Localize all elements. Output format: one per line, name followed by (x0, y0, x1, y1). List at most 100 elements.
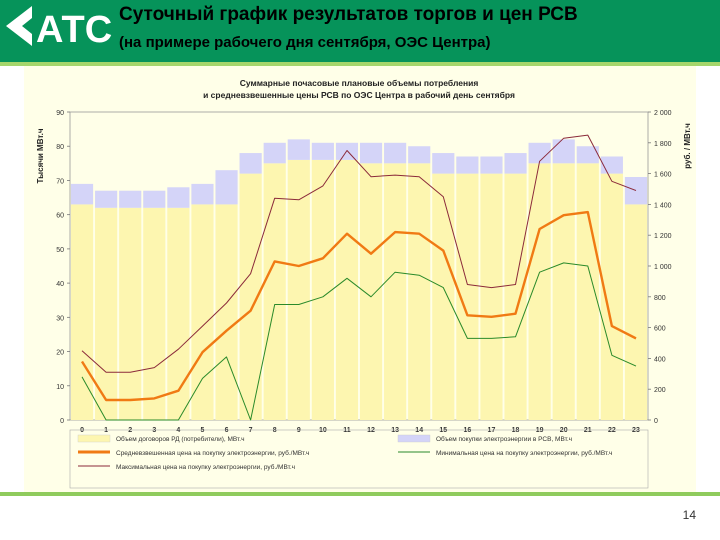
left-tick-label: 90 (56, 110, 64, 117)
ats-logo: АТС (2, 2, 120, 50)
bar-rsv (263, 142, 286, 164)
x-tick-label: 23 (632, 427, 640, 434)
bar-rsv (167, 187, 190, 208)
x-tick-label: 16 (463, 427, 471, 434)
bar-rsv (624, 177, 648, 205)
x-tick-label: 2 (128, 427, 132, 434)
x-tick-label: 11 (343, 427, 351, 434)
legend-label: Объем покупки электроэнергии в РСВ, МВт.… (436, 435, 572, 443)
header-accent-line (0, 62, 720, 66)
x-tick-label: 1 (104, 427, 108, 434)
bar-rsv (504, 153, 527, 174)
x-tick-label: 6 (225, 427, 229, 434)
bar-bilateral (70, 204, 94, 420)
left-tick-label: 50 (56, 247, 64, 254)
bottom-band (0, 492, 720, 540)
legend-swatch (77, 434, 111, 443)
right-tick-label: 2 000 (654, 110, 672, 117)
bar-rsv (311, 142, 334, 160)
logo-text: АТС (36, 9, 112, 50)
legend-label: Максимальная цена на покупку электроэнер… (116, 463, 295, 471)
bar-rsv (456, 156, 479, 174)
x-tick-label: 14 (415, 427, 423, 434)
right-tick-label: 1 800 (654, 141, 672, 148)
x-tick-label: 5 (201, 427, 205, 434)
x-tick-label: 0 (80, 427, 84, 434)
bar-rsv (600, 156, 623, 174)
bar-bilateral (287, 159, 310, 420)
legend-box (69, 429, 649, 489)
bar-rsv (432, 153, 455, 174)
right-tick-label: 1 000 (654, 264, 672, 271)
page-number: 14 (682, 508, 696, 522)
bar-rsv (576, 146, 599, 164)
bar-bilateral (311, 159, 334, 420)
bar-bilateral (143, 207, 166, 420)
bar-bilateral (432, 173, 455, 420)
left-tick-label: 20 (56, 350, 64, 357)
bar-bilateral (600, 173, 623, 420)
right-tick-label: 400 (654, 356, 666, 363)
x-tick-label: 21 (584, 427, 592, 434)
bar-bilateral (624, 204, 648, 420)
left-tick-label: 40 (56, 281, 64, 288)
bar-bilateral (384, 163, 407, 421)
left-tick-label: 10 (56, 384, 64, 391)
bar-rsv (359, 142, 383, 164)
right-tick-label: 600 (654, 326, 666, 333)
slide-header: АТС Суточный график результатов торгов и… (0, 0, 720, 66)
bar-rsv (70, 183, 94, 205)
bar-bilateral (119, 207, 142, 420)
bar-bilateral (456, 173, 479, 420)
bar-rsv (119, 190, 142, 208)
right-tick-label: 1 400 (654, 202, 672, 209)
bar-bilateral (528, 163, 551, 421)
bar-rsv (215, 170, 238, 205)
right-tick-label: 800 (654, 295, 666, 302)
bar-rsv (384, 142, 407, 164)
slide-title: Суточный график результатов торгов и цен… (119, 4, 578, 25)
left-tick-label: 30 (56, 315, 64, 322)
bar-rsv (287, 139, 310, 160)
chart-title-line-2: и средневзвешенные цены РСВ по ОЭС Центр… (203, 90, 515, 100)
legend-swatch (397, 434, 431, 443)
right-tick-label: 1 600 (654, 172, 672, 179)
x-tick-label: 12 (367, 427, 375, 434)
bar-bilateral (191, 204, 214, 420)
bar-bilateral (239, 173, 262, 420)
x-tick-label: 9 (297, 427, 301, 434)
legend-label: Средневзвешенная цена на покупку электро… (116, 449, 309, 457)
right-tick-label: 1 200 (654, 233, 672, 240)
line-min-price (81, 262, 637, 421)
x-tick-label: 7 (249, 427, 253, 434)
x-tick-label: 20 (560, 427, 568, 434)
line-max-price (81, 134, 637, 373)
x-tick-label: 22 (608, 427, 616, 434)
x-tick-label: 17 (488, 427, 496, 434)
left-tick-label: 80 (56, 144, 64, 151)
bar-rsv (528, 142, 551, 164)
bar-bilateral (504, 173, 527, 420)
y-axis-left-label: Тысячи МВт.ч (36, 128, 45, 183)
line-avg-price (80, 210, 637, 402)
slide-subtitle: (на примере рабочего дня сентября, ОЭС Ц… (119, 34, 491, 51)
bar-rsv (143, 190, 166, 208)
bar-rsv (239, 153, 262, 174)
bar-bilateral (263, 163, 286, 421)
right-tick-label: 200 (654, 387, 666, 394)
bar-bilateral (167, 207, 190, 420)
left-tick-label: 0 (60, 418, 64, 425)
bar-rsv (408, 146, 431, 164)
left-tick-label: 70 (56, 178, 64, 185)
x-tick-label: 19 (536, 427, 544, 434)
legend-label: Объем договоров РД (потребители), МВт.ч (116, 435, 245, 443)
x-tick-label: 18 (512, 427, 520, 434)
legend-label: Минимальная цена на покупку электроэнерг… (436, 449, 612, 457)
bar-bilateral (215, 204, 238, 420)
bar-rsv (480, 156, 503, 174)
bar-bilateral (480, 173, 503, 420)
bar-rsv (95, 190, 118, 208)
left-tick-label: 60 (56, 213, 64, 220)
x-tick-label: 4 (176, 427, 180, 434)
x-tick-label: 3 (152, 427, 156, 434)
